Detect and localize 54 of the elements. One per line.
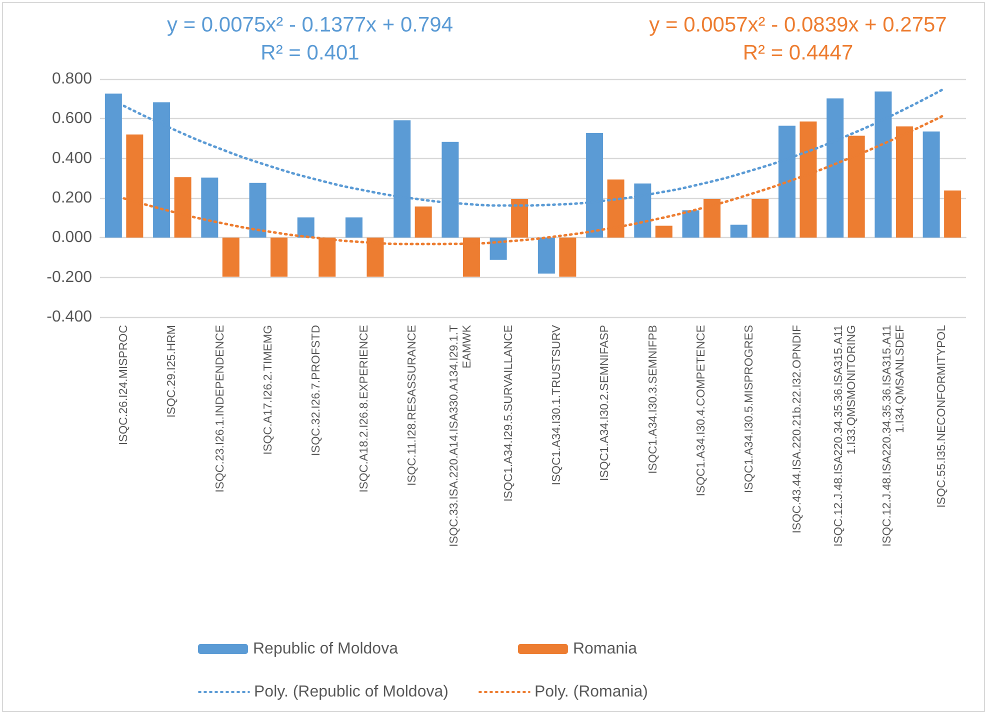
bar: [270, 238, 288, 277]
bar: [511, 198, 528, 238]
bar: [201, 178, 218, 238]
bar: [222, 238, 240, 277]
x-tick-label: ISQC.11.I28.RESASSURANCE: [406, 324, 419, 486]
x-tick-label: ISQC.A17.I26.2.TIMEMG: [262, 324, 274, 455]
bar: [752, 198, 769, 238]
bar: [490, 238, 507, 260]
bar: [655, 226, 672, 238]
x-tick-label: ISQC.43.44.ISA.220.21b.22.I32.OPNDIF: [792, 325, 804, 534]
bar: [249, 182, 266, 238]
y-tick-label: -0.200: [46, 268, 92, 286]
bar: [174, 177, 192, 238]
bar: [896, 126, 913, 238]
text: y = 0.0057x² - 0.0839x + 0.2757 R² = 0.4447: [649, 14, 947, 64]
legend-label: Poly. (Romania): [534, 684, 648, 700]
bar: [944, 190, 962, 238]
bar: [682, 210, 700, 238]
x-tick-label: ISQC.32.I26.7.PROFSTD: [310, 325, 322, 456]
x-tick-label: ISQC.A18.2.I26.8.EXPERIENCE: [358, 324, 371, 492]
bar: [800, 121, 817, 238]
bar: [345, 217, 362, 238]
bar: [730, 224, 748, 238]
x-tick-label: ISQC.55.I35.NECONFORMITYPOL: [936, 324, 948, 508]
legend-label: Poly. (Republic of Moldova): [254, 684, 448, 700]
legend-label: Republic of Moldova: [253, 640, 398, 658]
x-tick-label: ISQC.12.J.48.ISA220.34.35.36.ISA315.A111.I34.QMSANLSDEF: [881, 325, 906, 547]
y-tick-label: -0.400: [46, 308, 92, 326]
y-tick-label: 0.600: [52, 110, 92, 128]
y-tick-label: 0.200: [52, 190, 92, 206]
y-tick-label: 0.400: [52, 150, 92, 167]
bar: [126, 134, 144, 238]
y-tick-label: 0.000: [52, 229, 92, 246]
bar: [922, 132, 940, 238]
x-tick-label: ISQC1.A34.I30.1.TRUSTSURV: [551, 324, 564, 486]
bar: [704, 198, 721, 238]
x-tick-label: ISQC.23.I26.1.INDEPENDENCE: [214, 324, 226, 492]
bar: [538, 238, 555, 274]
x-tick-label: ISQC.29.I25.HRM: [166, 325, 178, 418]
x-tick-label: ISQC1.A34.I30.3.SEMNIFPB: [647, 324, 660, 474]
bar: [607, 180, 624, 238]
y-tick-label: 0.800: [52, 70, 92, 88]
bar: [848, 136, 865, 238]
legend-label: Romania: [572, 640, 638, 658]
x-tick-label: ISQC.26.I24.MISPROC: [118, 325, 130, 446]
x-tick-label: ISQC1.A34.I30.2.SEMNIFASP: [599, 324, 612, 481]
x-tick-label: ISQC.33.ISA.220.A14.ISA330.A134.I29.1.TEAMWK: [448, 324, 474, 547]
text: y = 0.0075x² - 0.1377x + 0.794 R² = 0.401: [166, 14, 454, 64]
x-tick-label: ISQC.12.J.48.ISA220.34.35.36.ISA315.A111.I33.QMSMONITORING: [833, 324, 858, 547]
bar: [414, 206, 432, 238]
x-tick-label: ISQC1.A34.I30.4.COMPETENCE: [695, 324, 708, 496]
x-tick-label: ISQC1.A34.I30.5.MISPROGRES: [744, 324, 756, 494]
bar: [297, 217, 314, 238]
x-tick-label: ISQC1.A34.I29.5.SURVAILLANCE: [502, 324, 515, 502]
